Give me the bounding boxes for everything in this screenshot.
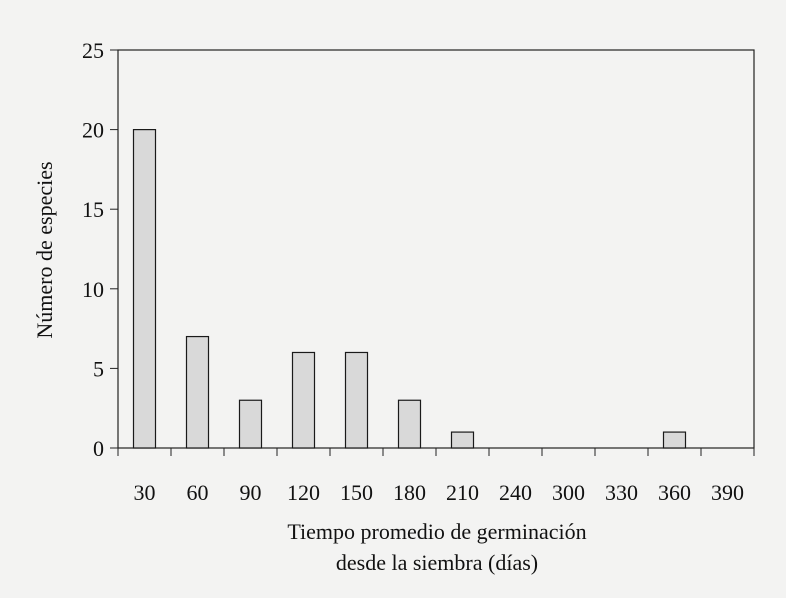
bar-180 [397,399,422,449]
bar-30 [132,129,157,449]
bars-group [132,129,687,449]
x-tick-label: 210 [446,480,479,505]
bar-60 [185,335,210,449]
x-tick-label: 150 [340,480,373,505]
x-tick-label: 300 [552,480,585,505]
x-tick-label: 240 [499,480,532,505]
x-axis-title-line1: Tiempo promedio de germinación [287,519,586,544]
x-tick-label: 330 [605,480,638,505]
x-axis-ticks: 30 60 90 120 150 180 210 240 300 330 360 390 [117,448,755,505]
bar-120 [291,351,316,449]
x-tick-label: 30 [134,480,156,505]
bar-210 [450,431,475,449]
y-tick-label: 25 [82,38,104,63]
y-tick-label: 20 [82,118,104,143]
y-axis-ticks: 0 5 10 15 20 25 [82,38,118,461]
bar-150 [344,351,369,449]
plot-frame [117,49,755,449]
x-axis-title-line2: desde la siembra (días) [336,550,538,575]
x-tick-label: 60 [187,480,209,505]
bar-360 [662,431,687,449]
x-tick-label: 90 [240,480,262,505]
y-tick-label: 10 [82,277,104,302]
y-tick-label: 5 [93,356,104,381]
x-tick-label: 360 [658,480,691,505]
y-tick-label: 0 [93,436,104,461]
y-axis-title: Número de especies [32,161,57,338]
y-tick-label: 15 [82,197,104,222]
x-tick-label: 390 [711,480,744,505]
x-tick-label: 180 [393,480,426,505]
plot-area-border [117,49,755,449]
bar-90 [238,399,263,449]
x-tick-label: 120 [287,480,320,505]
